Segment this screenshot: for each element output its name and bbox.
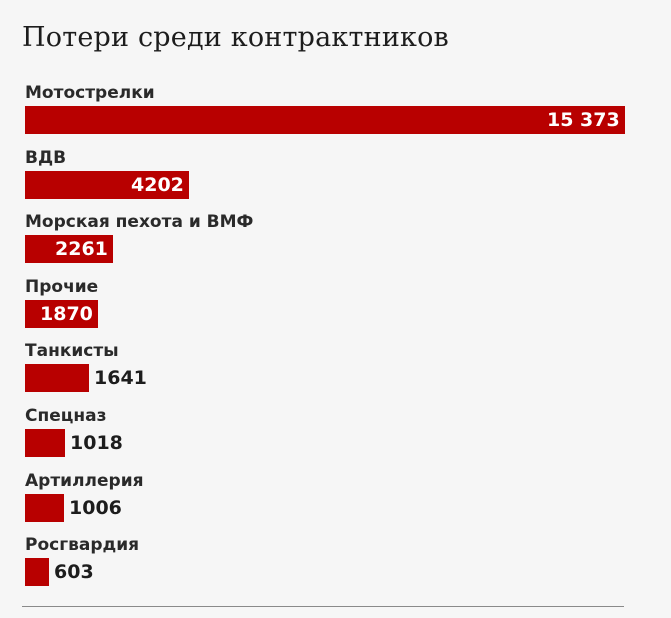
bar-row: ВДВ 4202	[25, 148, 645, 206]
bar-row: Танкисты 1641	[25, 341, 645, 399]
value-label: 2261	[55, 238, 108, 260]
bottom-divider	[22, 606, 624, 607]
category-label: ВДВ	[25, 148, 67, 168]
bar	[25, 106, 625, 134]
bar-row: Мотострелки 15 373	[25, 83, 645, 141]
category-label: Росгвардия	[25, 535, 140, 555]
bar	[25, 235, 113, 263]
value-label: 15 373	[547, 109, 620, 131]
category-label: Мотострелки	[25, 83, 155, 103]
bar-row: Росгвардия 603	[25, 535, 645, 593]
category-label: Танкисты	[25, 341, 119, 361]
bar-row: Артиллерия 1006	[25, 471, 645, 529]
value-label: 1006	[69, 497, 122, 519]
bar-row: Спецназ 1018	[25, 406, 645, 464]
bar	[25, 364, 89, 392]
bar	[25, 558, 49, 586]
bar-row: Прочие 1870	[25, 277, 645, 335]
category-label: Прочие	[25, 277, 99, 297]
bar-row: Морская пехота и ВМФ 2261	[25, 212, 645, 270]
bar	[25, 171, 189, 199]
category-label: Артиллерия	[25, 471, 144, 491]
chart-title: Потери среди контрактников	[22, 22, 449, 53]
value-label: 1870	[40, 303, 93, 325]
value-label: 1641	[94, 367, 147, 389]
bar	[25, 300, 98, 328]
value-label: 603	[54, 561, 94, 583]
value-label: 1018	[70, 432, 123, 454]
value-label: 4202	[131, 174, 184, 196]
category-label: Спецназ	[25, 406, 107, 426]
bar	[25, 429, 65, 457]
category-label: Морская пехота и ВМФ	[25, 212, 254, 232]
bar	[25, 494, 64, 522]
